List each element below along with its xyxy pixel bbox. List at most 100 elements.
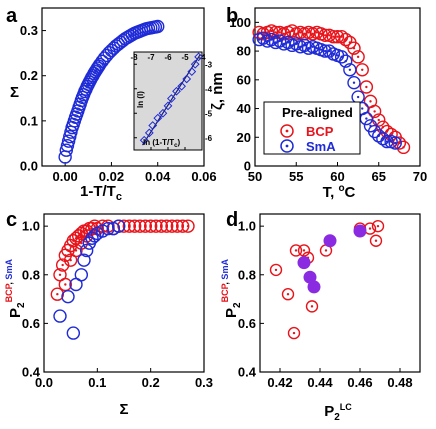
- panel-a-plot-frame: [41, 7, 205, 167]
- panel-d-xtick-label: 0.42: [267, 375, 292, 390]
- panel-a: a 0.00 0.02 0.04 0.060.00.10.20.3 Σ 1-T/Tc …: [6, 5, 217, 203]
- panel-a-xlabel-sub: c: [116, 191, 122, 203]
- panel-d-bcp-point-center: [374, 239, 378, 242]
- panel-c-ylabel-p: P: [7, 308, 24, 318]
- panel-a-ytick-label: 0.0: [20, 159, 38, 174]
- panel-c: c 0.0 0.1 0.2 0.3 0.4 0.6 0.8 1.0 P2BCP, SmA Σ: [4, 209, 213, 418]
- panel-a-inset-xtick-label: -6: [164, 53, 172, 62]
- panel-b-legend-bcp-label: BCP: [306, 124, 334, 139]
- panel-b-bcp-point: [367, 104, 382, 119]
- panel-b-sma-point: [281, 35, 295, 50]
- panel-b-ytick-label: 0: [244, 159, 251, 174]
- panel-d-bcp-point-center: [310, 305, 314, 308]
- panel-b-bcp-point-center: [332, 35, 335, 38]
- panel-b-legend: Pre-aligned BCP SmA: [263, 101, 361, 155]
- panel-d-bcp-point: [269, 263, 283, 277]
- panel-c-bcp-point-center: [61, 263, 64, 267]
- panel-b-xlabel: T, oC: [323, 183, 356, 201]
- panel-d-bcp-point: [289, 244, 303, 257]
- panel-d-bcp-point: [297, 244, 311, 257]
- panel-d-bcp-point-center: [292, 331, 296, 335]
- panel-b-xlabel-degree: o: [338, 183, 344, 194]
- panel-c-sma-point: [101, 221, 115, 236]
- panel-a-point: [113, 35, 128, 50]
- panel-d-bcp-point-center: [286, 293, 290, 296]
- panel-b-legend-sma-marker: [280, 139, 294, 153]
- panel-c-bcp-point-center: [93, 224, 96, 228]
- panel-a-inset-point: [190, 59, 200, 69]
- panel-a-ytick-label: 0.1: [20, 113, 38, 128]
- panel-b-sma-point: [256, 31, 270, 45]
- panel-b-ytick-label: 100: [229, 15, 251, 30]
- panel-a-ytick-label: 0.3: [20, 23, 38, 38]
- panel-c-xtick-label: 0.0: [35, 375, 53, 390]
- panel-b-bcp-point: [285, 24, 299, 38]
- panel-b-sma-point: [367, 124, 382, 139]
- panel-d-ylabel: P2BCP, SmA: [220, 259, 243, 318]
- panel-b-sma-point-center: [352, 81, 356, 84]
- panel-b-bcp-point-center: [369, 100, 372, 103]
- panel-a-inset-point: [172, 86, 181, 96]
- panel-d-bcp-point-center: [274, 268, 278, 272]
- panel-d-xlabel: P2LC: [324, 402, 352, 423]
- panel-b-bcp-point-center: [270, 29, 273, 33]
- panel-b-sma-point: [347, 75, 361, 90]
- panel-b-xtick-label: 50: [248, 169, 262, 184]
- panel-c-bcp-point: [50, 287, 65, 301]
- panel-c-letter: c: [6, 209, 17, 231]
- panel-c-ylabel: P2BCP, SmA: [4, 259, 27, 318]
- panel-c-sma-point: [66, 326, 81, 340]
- panel-b: b 50 55 60 65 70 0 20 40 60 80 100 ζ, nm T, oC Pre…: [209, 5, 427, 201]
- panel-b-bcp-point-center: [352, 47, 356, 50]
- panel-d-ytick-label: 0.6: [238, 316, 256, 331]
- panel-a-ylabel: Σ: [10, 84, 19, 101]
- panel-c-xtick-label: 0.2: [142, 375, 160, 390]
- panel-b-ytick-label: 60: [237, 72, 251, 87]
- panel-a-xtick-label: 0.06: [191, 169, 216, 184]
- panel-d-bcp-point-center: [376, 224, 380, 228]
- panel-b-sma-point-center: [319, 48, 323, 51]
- panel-b-sma-point-center: [356, 95, 360, 99]
- panel-b-bcp-point-center: [315, 31, 319, 34]
- panel-d-xtick-label: 0.46: [347, 375, 372, 390]
- panel-b-legend-sma-marker-dot: [285, 144, 289, 148]
- panel-c-ytick-label: 0.8: [22, 267, 40, 282]
- panel-b-sma-point-center: [311, 45, 314, 48]
- panel-d-ylabel-sma: SmA: [220, 259, 230, 280]
- panel-a-point: [151, 19, 165, 34]
- panel-b-ytick-label: 40: [237, 101, 251, 116]
- panel-a-inset-ytick-label: -6: [205, 134, 213, 143]
- panel-c-ylabel-sma: SmA: [4, 259, 14, 280]
- panel-c-ylabel-bcp: BCP: [4, 283, 14, 302]
- panel-a-point: [100, 48, 114, 63]
- panel-d-plot-frame: [259, 213, 421, 373]
- panel-a-xtick-label: 0.02: [99, 169, 124, 184]
- panel-b-ytick-label: 80: [237, 44, 251, 59]
- panel-a-marks: [58, 19, 165, 164]
- panel-a-point: [102, 45, 116, 60]
- panel-c-xtick-label: 0.3: [195, 375, 213, 390]
- panel-a-inset-ytick-label: -5: [205, 109, 213, 118]
- panel-c-xlabel: Σ: [119, 401, 128, 418]
- panel-c-bcp-point-center: [74, 249, 78, 252]
- panel-c-sma-point: [79, 243, 94, 258]
- panel-b-bcp-point-center: [365, 85, 368, 89]
- panel-b-sma-point-center: [290, 44, 294, 47]
- panel-c-bcp-point-center: [56, 293, 59, 296]
- panel-d-bcp-point: [305, 300, 319, 313]
- panel-b-sma-point: [318, 44, 332, 58]
- panel-d-xlabel-sub: 2: [334, 412, 340, 423]
- panel-b-sma-point-center: [282, 42, 286, 46]
- panel-c-ytick-label: 1.0: [22, 219, 40, 234]
- panel-a-inset-frame: [133, 51, 203, 151]
- panel-d-xlabel-sup: LC: [340, 402, 352, 412]
- panel-d-bcp-point-center: [302, 249, 306, 252]
- panel-a-inset-xlabel-main: ln (1-T/T: [143, 138, 174, 147]
- panel-d-bcp-point: [371, 219, 385, 233]
- panel-d-sma-point: [307, 280, 321, 294]
- panel-b-ytick-label: 20: [237, 130, 251, 145]
- panel-b-sma-point-center: [389, 140, 393, 143]
- panel-b-sma-point: [343, 63, 357, 77]
- panel-b-legend-bcp-marker: [280, 124, 294, 138]
